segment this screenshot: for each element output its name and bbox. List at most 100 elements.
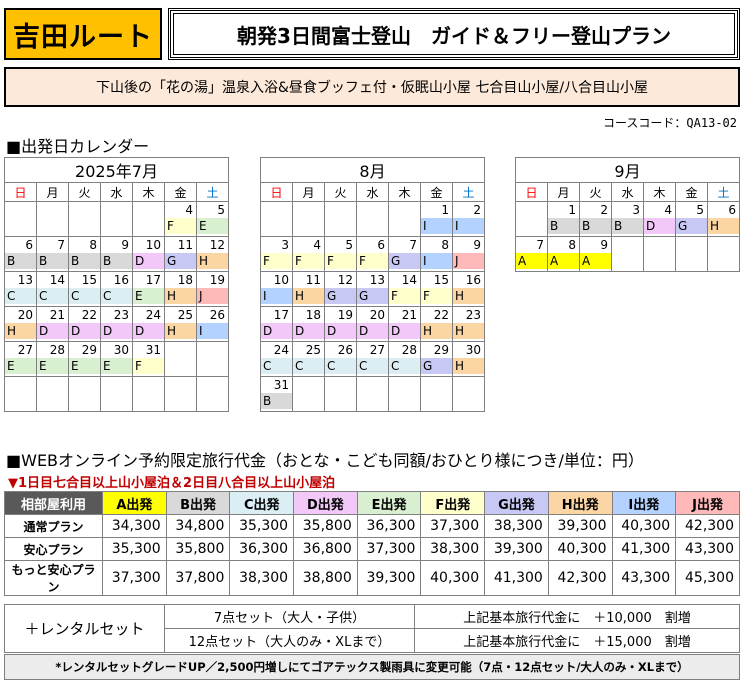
departure-code: G <box>357 288 388 304</box>
price-cell: 39,300 <box>484 537 549 561</box>
calendar-day: 27 E <box>4 341 37 377</box>
day-number: 18 <box>177 273 193 287</box>
departure-code: B <box>261 393 292 409</box>
calendar-day: 27 C <box>356 341 389 377</box>
rental-set-price: 上記基本旅行代金に ＋15,000 割増 <box>414 628 740 653</box>
calendar-week: 31 B <box>260 376 485 412</box>
rental-label: ＋レンタルセット <box>4 604 165 653</box>
calendar-day: 23 D <box>100 306 133 342</box>
price-cell: 40,300 <box>611 514 677 538</box>
calendar-september: 9月日月火水木金土 1 B 2 B 3 B 4 D 5 G 6 H 7 A 8 A 9 A <box>515 157 740 272</box>
departure-code: C <box>389 358 420 374</box>
weekday-header: 木 <box>132 182 165 202</box>
weekday-header: 日 <box>4 182 37 202</box>
day-number: 9 <box>600 238 608 252</box>
calendar-day: 29 E <box>68 341 101 377</box>
calendar-day: 29 G <box>420 341 453 377</box>
accommodation-note: ▼1日目七合目以上山小屋泊＆2日目八合目以上山小屋泊 <box>8 476 336 491</box>
day-number: 25 <box>305 343 321 357</box>
calendar-day: 25 H <box>164 306 197 342</box>
plan-label: 通常プラン <box>4 514 103 538</box>
price-column-header: C出発 <box>229 491 295 515</box>
calendar-empty-cell <box>4 376 37 412</box>
calendar-empty-cell <box>515 201 548 237</box>
weekday-header: 日 <box>260 182 293 202</box>
departure-code: C <box>293 358 324 374</box>
day-number: 30 <box>113 343 129 357</box>
departure-code: D <box>389 323 420 339</box>
calendar-day: 18 D <box>292 306 325 342</box>
departure-code: I <box>453 218 484 234</box>
price-column-header: J出発 <box>675 491 740 515</box>
day-number: 12 <box>209 238 225 252</box>
calendar-day: 12 G <box>324 271 357 307</box>
price-cell: 38,300 <box>420 537 486 561</box>
weekday-header: 木 <box>388 182 421 202</box>
departure-code: E <box>101 358 132 374</box>
price-cell: 35,800 <box>165 537 231 561</box>
departure-code: B <box>5 253 36 269</box>
day-number: 11 <box>177 238 193 252</box>
departure-code: C <box>325 358 356 374</box>
subtitle: 下山後の「花の湯」温泉入浴&昼食ブッフェ付・仮眠山小屋 七合目山小屋/八合目山小… <box>4 67 740 107</box>
calendar-empty-cell <box>292 201 325 237</box>
day-number: 22 <box>433 308 449 322</box>
calendar-day: 30 H <box>452 341 485 377</box>
calendar-month-label: 8月 <box>260 157 485 183</box>
day-number: 1 <box>568 203 576 217</box>
day-number: 4 <box>313 238 321 252</box>
price-cell: 38,800 <box>293 560 358 596</box>
day-number: 26 <box>337 343 353 357</box>
departure-code: H <box>293 288 324 304</box>
calendar-empty-cell <box>36 201 69 237</box>
price-table: 相部屋利用 A出発 B出発 C出発 D出発 E出発 F出発 G出発 H出発 I出発 J出発 通常プ… <box>4 491 740 596</box>
day-number: 8 <box>441 238 449 252</box>
price-cell: 40,300 <box>547 537 613 561</box>
price-corner-cell: 相部屋利用 <box>4 491 103 515</box>
calendar-week: 10 I 11 H 12 G 13 G 14 F 15 F 16 H <box>260 271 485 307</box>
day-number: 30 <box>465 343 481 357</box>
departure-code: G <box>389 253 420 269</box>
price-cell: 38,300 <box>229 560 295 596</box>
price-cell: 41,300 <box>611 537 677 561</box>
calendar-empty-cell <box>132 201 165 237</box>
price-section-title: ■WEBオンライン予約限定旅行代金（おとな・こども同額/おひとり様につき/単位：… <box>6 451 644 470</box>
price-cell: 34,800 <box>165 514 231 538</box>
price-column-header: B出発 <box>165 491 231 515</box>
price-column-header: H出発 <box>547 491 613 515</box>
departure-code: B <box>37 253 68 269</box>
price-cell: 40,300 <box>420 560 486 596</box>
departure-code: D <box>293 323 324 339</box>
day-number: 9 <box>473 238 481 252</box>
weekday-header: 水 <box>356 182 389 202</box>
calendar-week: 27 E 28 E 29 E 30 E 31 F <box>4 341 229 377</box>
weekday-header: 日 <box>515 182 548 202</box>
plan-label: もっと安心プラン <box>4 560 103 596</box>
departure-code: G <box>421 358 452 374</box>
calendar-day: 17 D <box>260 306 293 342</box>
departure-code: B <box>101 253 132 269</box>
calendar-day: 20 H <box>4 306 37 342</box>
rental-set-name: 7点セット（大人・子供） <box>164 604 415 629</box>
departure-code: D <box>133 253 164 269</box>
calendar-day: 12 H <box>196 236 229 272</box>
course-code: コースコード：QA13-02 <box>603 116 737 130</box>
day-number: 29 <box>433 343 449 357</box>
price-cell: 34,300 <box>102 514 167 538</box>
departure-code: F <box>325 253 356 269</box>
departure-code: D <box>101 323 132 339</box>
day-number: 7 <box>536 238 544 252</box>
calendar-day: 13 G <box>356 271 389 307</box>
day-number: 3 <box>281 238 289 252</box>
calendar-week: 17 D 18 D 19 D 20 D 21 D 22 H 23 H <box>260 306 485 342</box>
departure-code: C <box>101 288 132 304</box>
